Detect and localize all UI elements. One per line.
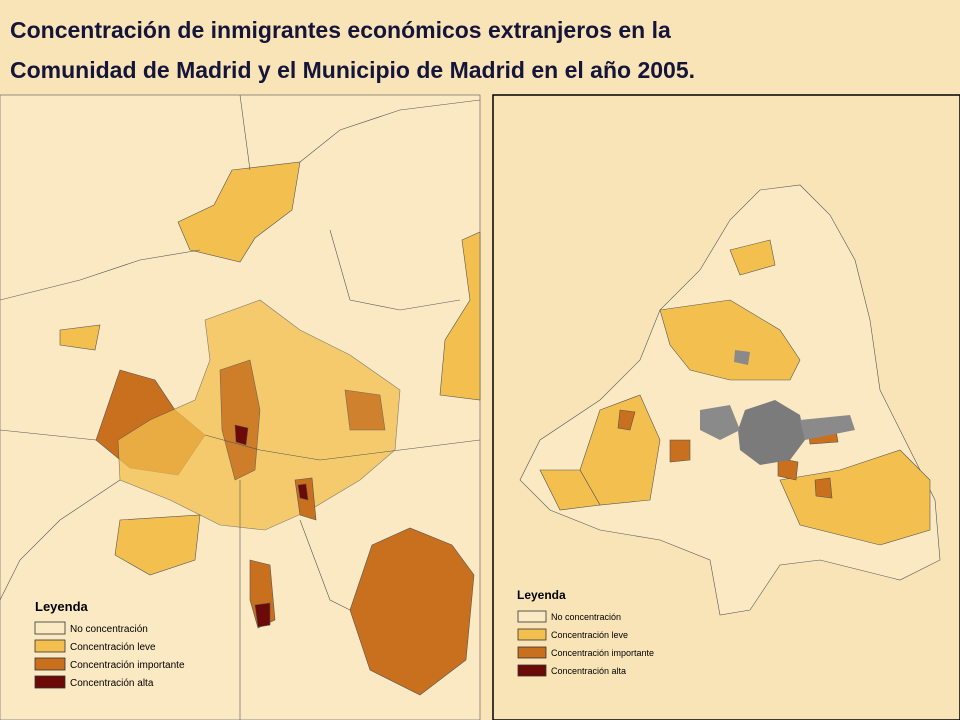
- legend-label: Concentración alta: [70, 678, 154, 689]
- title-line: Comunidad de Madrid y el Municipio de Ma…: [10, 57, 695, 83]
- legend-swatch: [517, 664, 547, 677]
- legend-title: Leyenda: [517, 588, 566, 602]
- title-line: Concentración de inmigrantes económicos …: [10, 17, 671, 43]
- legend-label: Concentración leve: [551, 630, 628, 640]
- legend: Leyenda No concentración Concentración le…: [517, 588, 654, 677]
- region-map: [492, 94, 960, 720]
- legend-label: No concentración: [70, 624, 148, 635]
- legend-swatch: [517, 610, 547, 623]
- legend: Leyenda No concentración Concentración le…: [34, 599, 185, 689]
- legend-label: No concentración: [551, 612, 621, 622]
- legend-label: Concentración importante: [70, 660, 185, 671]
- legend-swatch: [34, 639, 66, 653]
- legend-label: Concentración importante: [551, 648, 654, 658]
- city-map: [0, 94, 481, 720]
- legend-label: Concentración alta: [551, 666, 626, 676]
- legend-label: Concentración leve: [70, 642, 156, 653]
- legend-swatch: [517, 646, 547, 659]
- legend-swatch: [34, 657, 66, 671]
- legend-swatch: [34, 621, 66, 635]
- legend-swatch: [34, 675, 66, 689]
- legend-swatch: [517, 628, 547, 641]
- legend-title: Leyenda: [35, 599, 89, 614]
